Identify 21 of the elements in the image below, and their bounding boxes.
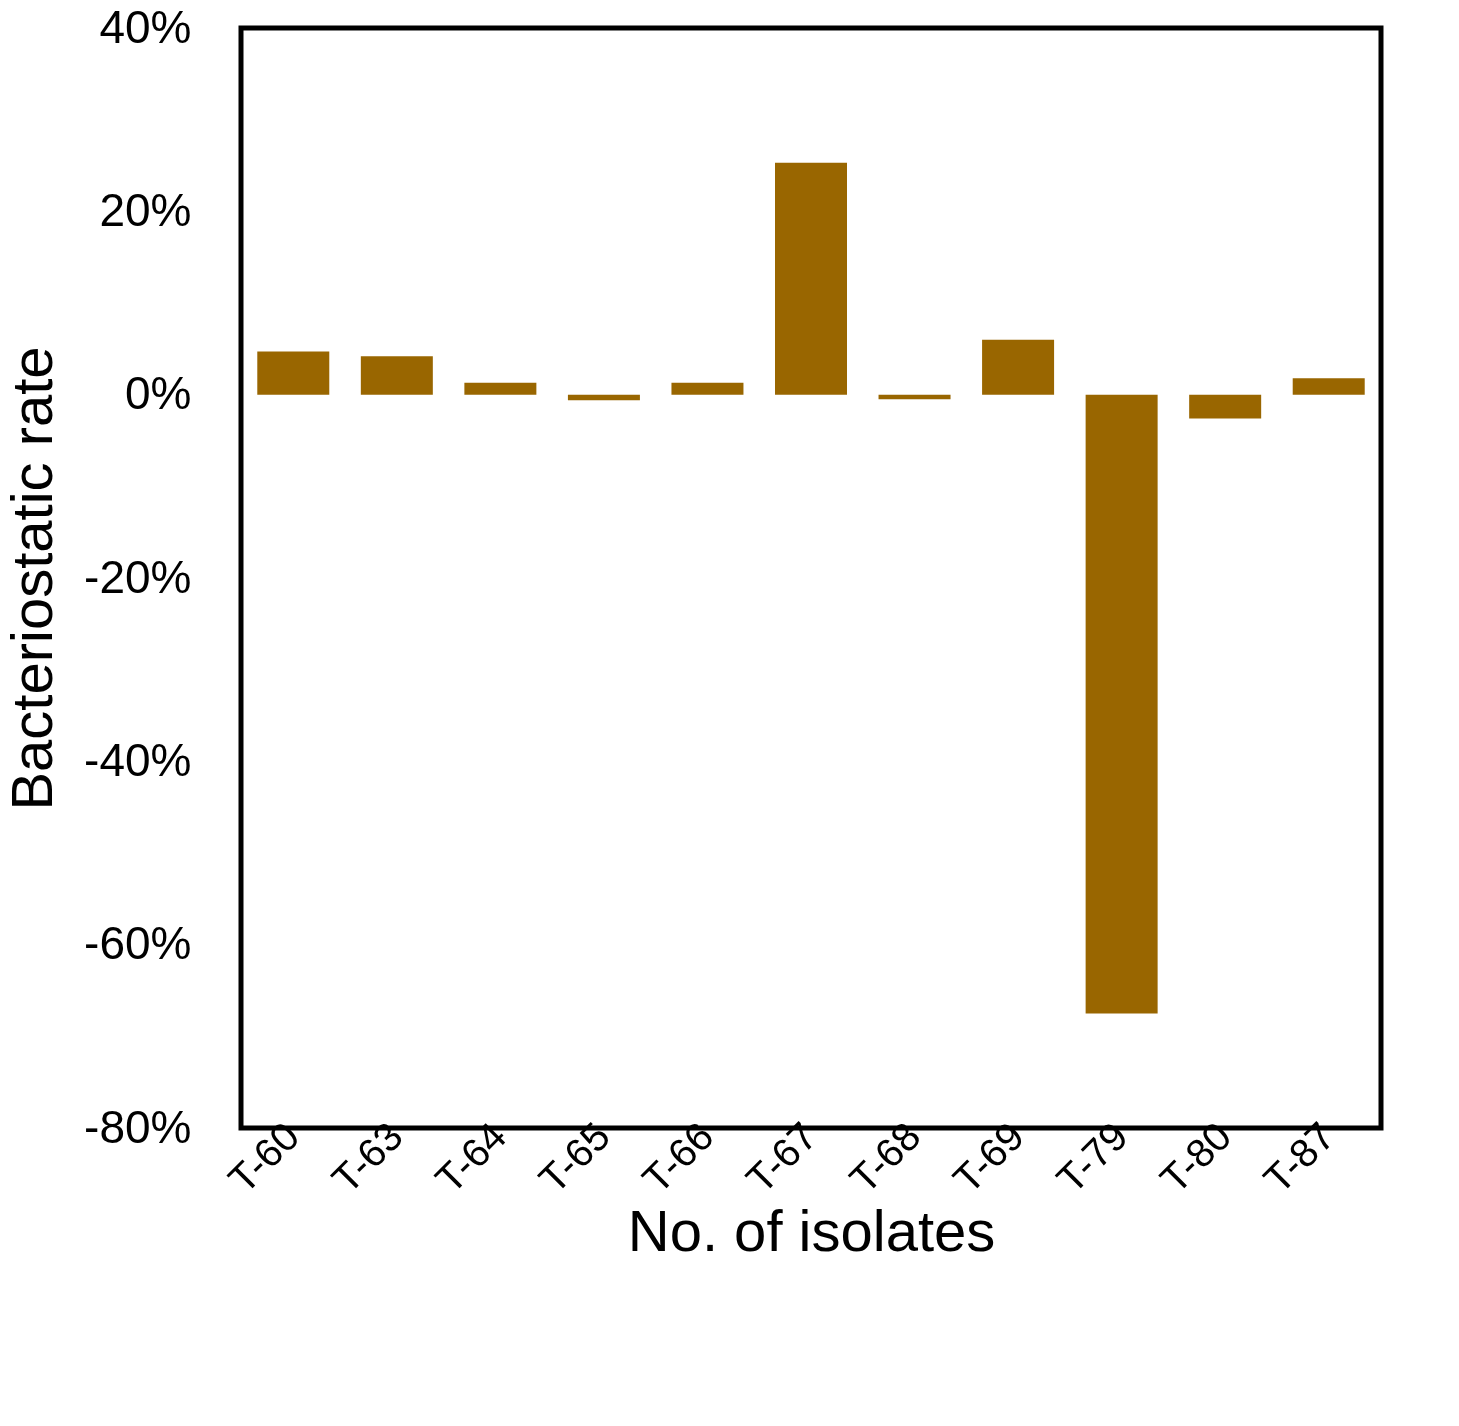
bar: [360, 356, 433, 395]
y-axis-title: Bacteriostatic rate: [0, 346, 65, 811]
x-tick-label: T-87: [1255, 1113, 1343, 1202]
bar: [257, 351, 330, 395]
x-tick-label: T-65: [530, 1113, 619, 1202]
bar: [775, 162, 847, 395]
bar: [671, 382, 744, 395]
y-tick-label: -60%: [84, 917, 192, 970]
y-tick-label: -40%: [84, 733, 192, 786]
x-tick-label: T-64: [426, 1113, 515, 1202]
bar: [1085, 394, 1158, 1014]
y-tick-label: -20%: [84, 550, 192, 603]
bar: [1189, 394, 1262, 419]
y-tick-label: 0%: [125, 367, 192, 420]
bar: [567, 394, 640, 401]
bar: [1292, 378, 1365, 395]
y-tick-label: -80%: [84, 1100, 192, 1153]
y-tick-label: 20%: [99, 183, 192, 236]
y-tick-label: 40%: [99, 0, 192, 53]
bar: [464, 382, 537, 395]
bar: [982, 339, 1055, 395]
